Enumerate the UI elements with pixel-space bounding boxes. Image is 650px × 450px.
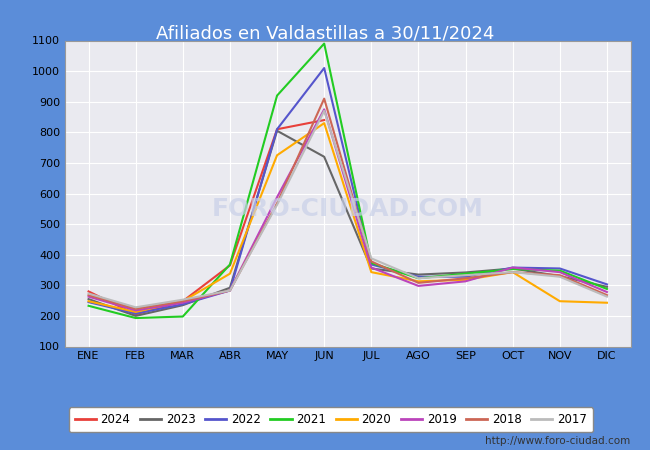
Text: Afiliados en Valdastillas a 30/11/2024: Afiliados en Valdastillas a 30/11/2024 [156,25,494,43]
Legend: 2024, 2023, 2022, 2021, 2020, 2019, 2018, 2017: 2024, 2023, 2022, 2021, 2020, 2019, 2018… [69,408,593,432]
Text: http://www.foro-ciudad.com: http://www.foro-ciudad.com [486,436,630,446]
Text: FORO-CIUDAD.COM: FORO-CIUDAD.COM [212,197,484,221]
